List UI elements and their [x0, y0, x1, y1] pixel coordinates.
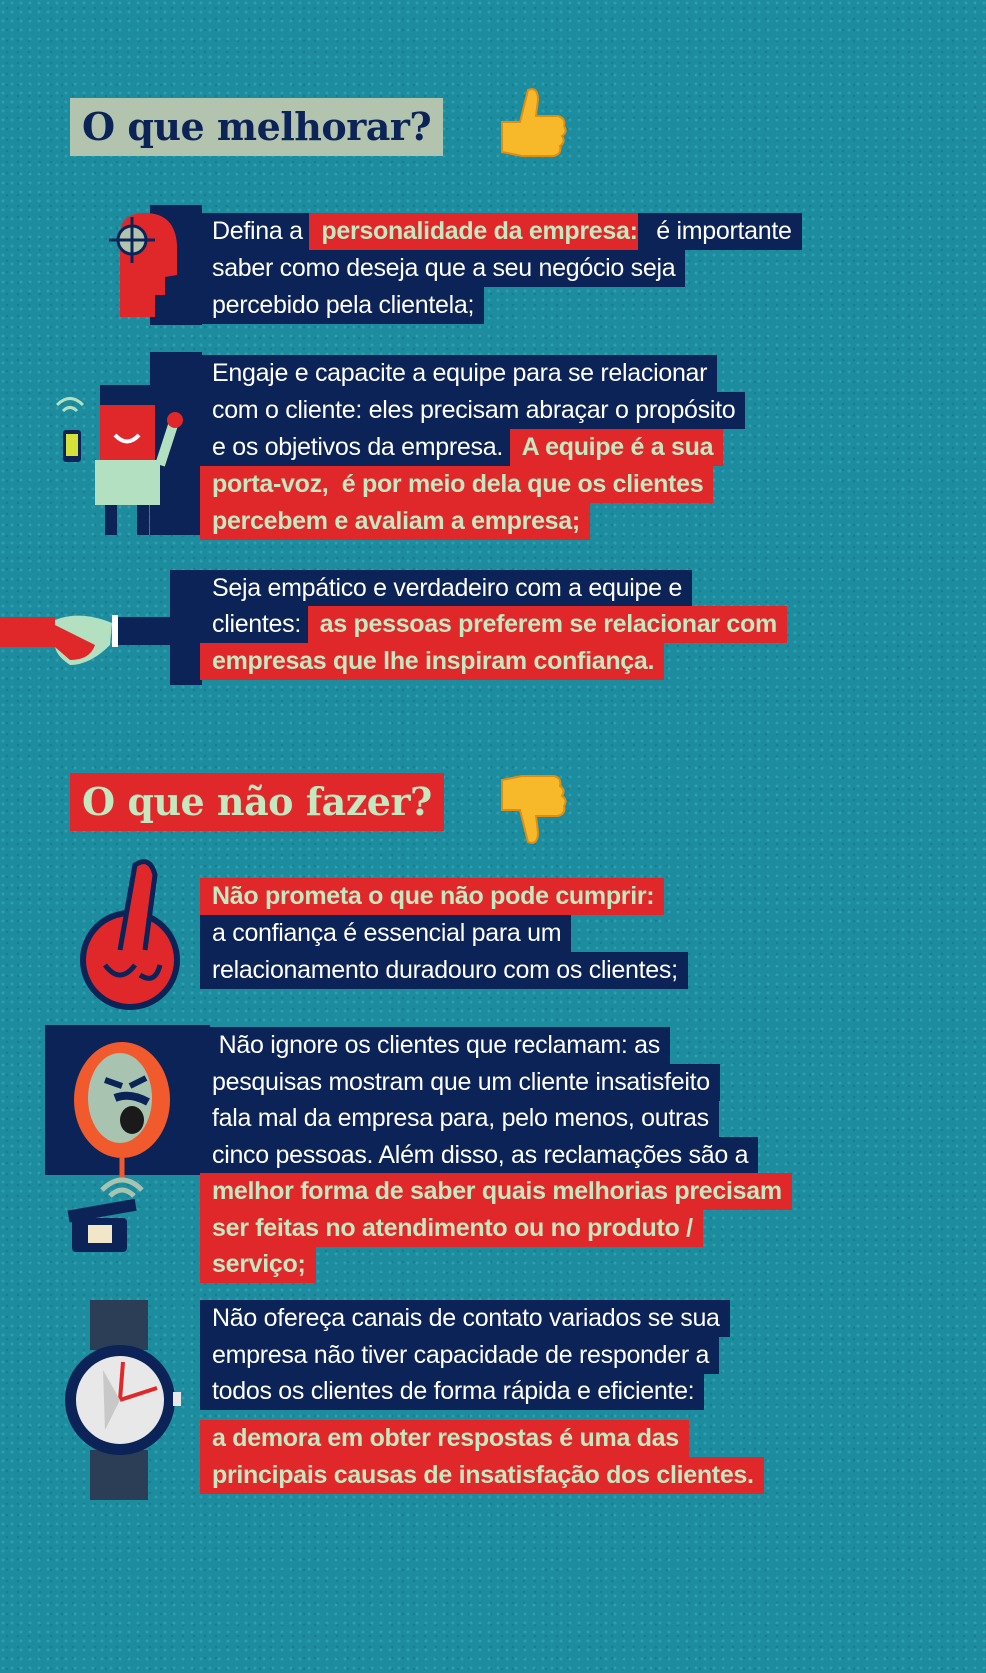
body-text: clientes: — [200, 606, 318, 643]
body-text: fala mal da empresa para, pelo menos, ou… — [200, 1100, 719, 1137]
text-line: percebido pela clientela; — [200, 287, 485, 324]
text-line: Engaje e capacite a equipe para se relac… — [200, 355, 718, 392]
text-line: serviço; — [200, 1246, 316, 1283]
text-line: percebem e avaliam a empresa; — [200, 503, 590, 540]
highlighted-text: personalidade da empresa: — [309, 213, 648, 250]
employee-phone-icon — [55, 385, 183, 535]
thumbs-down-icon — [501, 775, 567, 844]
body-text: a confiança é essencial para um — [200, 915, 572, 952]
highlighted-text: Não prometa o que não pode cumprir: — [200, 878, 665, 915]
body-text: cinco pessoas. Além disso, as reclamaçõe… — [200, 1137, 759, 1174]
body-text: percebido pela clientela; — [200, 287, 485, 324]
text-line: pesquisas mostram que um cliente insatis… — [200, 1064, 720, 1101]
text-line: Defina a personalidade da empresa: é imp… — [200, 213, 802, 250]
text-line: cinco pessoas. Além disso, as reclamaçõe… — [200, 1137, 759, 1174]
highlighted-text: A equipe é a sua — [509, 429, 724, 466]
block-panel — [170, 570, 202, 685]
text-line: Seja empático e verdadeiro com a equipe … — [200, 570, 692, 607]
body-text: pesquisas mostram que um cliente insatis… — [200, 1064, 720, 1101]
text-line: a demora em obter respostas é uma das — [200, 1420, 689, 1457]
text-line: com o cliente: eles precisam abraçar o p… — [200, 392, 746, 429]
highlighted-text: porta-voz, é por meio dela que os client… — [200, 466, 714, 503]
text-line: Não ignore os clientes que reclamam: as — [200, 1027, 670, 1064]
highlighted-text: empresas que lhe inspiram confiança. — [200, 643, 665, 680]
text-line: relacionamento duradouro com os clientes… — [200, 952, 688, 989]
body-text: relacionamento duradouro com os clientes… — [200, 952, 688, 989]
wristwatch-icon — [65, 1300, 181, 1500]
text-line: a confiança é essencial para um — [200, 915, 572, 952]
body-text: Não ofereça canais de contato variados s… — [200, 1300, 730, 1337]
text-line: Não prometa o que não pode cumprir: — [200, 878, 665, 915]
body-text: Engaje e capacite a equipe para se relac… — [200, 355, 718, 392]
angry-phone-icon — [67, 1042, 170, 1252]
thumbs-up-icon — [501, 88, 567, 157]
handshake-icon — [0, 615, 175, 665]
text-line: principais causas de insatisfação dos cl… — [200, 1457, 764, 1494]
text-line: clientes: as pessoas preferem se relacio… — [200, 606, 787, 643]
highlighted-text: a demora em obter respostas é uma das — [200, 1420, 689, 1457]
text-line: ser feitas no atendimento ou no produto … — [200, 1210, 703, 1247]
text-line: empresas que lhe inspiram confiança. — [200, 643, 665, 680]
body-text: saber como deseja que a seu negócio seja — [200, 250, 686, 287]
highlighted-text: principais causas de insatisfação dos cl… — [200, 1457, 764, 1494]
crossed-fingers-icon — [80, 859, 180, 1010]
body-text: Seja empático e verdadeiro com a equipe … — [200, 570, 692, 607]
text-line: fala mal da empresa para, pelo menos, ou… — [200, 1100, 719, 1137]
text-line: todos os clientes de forma rápida e efic… — [200, 1373, 705, 1410]
highlighted-text: melhor forma de saber quais melhorias pr… — [200, 1173, 792, 1210]
section-title-improve: O que melhorar? — [70, 98, 444, 156]
body-text: é importante — [637, 213, 802, 250]
text-line: melhor forma de saber quais melhorias pr… — [200, 1173, 792, 1210]
highlighted-text: percebem e avaliam a empresa; — [200, 503, 590, 540]
text-line: Não ofereça canais de contato variados s… — [200, 1300, 730, 1337]
section-title-avoid: O que não fazer? — [70, 773, 444, 831]
text-line: saber como deseja que a seu negócio seja — [200, 250, 686, 287]
body-text: todos os clientes de forma rápida e efic… — [200, 1373, 705, 1410]
body-text: com o cliente: eles precisam abraçar o p… — [200, 392, 746, 429]
body-text: e os objetivos da empresa. — [200, 429, 520, 466]
body-text: Defina a — [200, 213, 320, 250]
body-text: empresa não tiver capacidade de responde… — [200, 1337, 720, 1374]
highlighted-text: ser feitas no atendimento ou no produto … — [200, 1210, 703, 1247]
body-text: Não ignore os clientes que reclamam: as — [200, 1027, 670, 1064]
highlighted-text: as pessoas preferem se relacionar com — [307, 606, 787, 643]
text-line: porta-voz, é por meio dela que os client… — [200, 466, 714, 503]
highlighted-text: serviço; — [200, 1246, 316, 1283]
text-line: e os objetivos da empresa. A equipe é a … — [200, 429, 724, 466]
text-line: empresa não tiver capacidade de responde… — [200, 1337, 720, 1374]
head-target-icon — [109, 213, 177, 317]
